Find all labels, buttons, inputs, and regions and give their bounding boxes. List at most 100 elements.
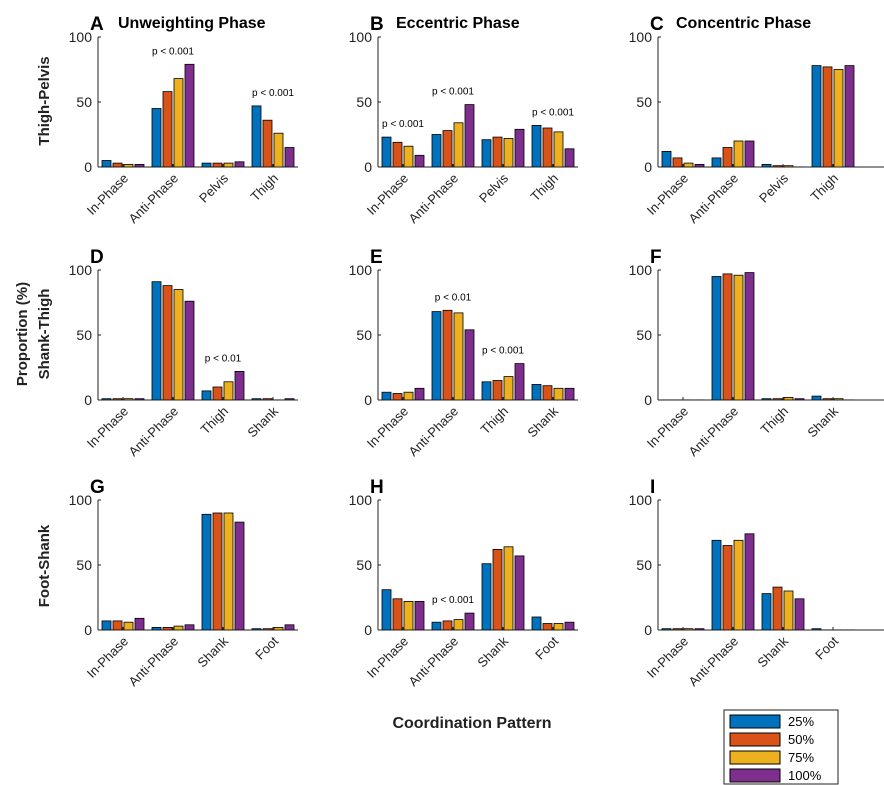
legend-swatch-100 [729,768,781,783]
bar-anti-phase-75pct [733,140,744,167]
bar-pelvis-75pct [783,165,794,167]
bar-anti-phase-50pct [162,627,173,630]
x-tick-label: Anti-Phase [406,404,462,460]
x-tick-label: Pelvis [196,170,231,205]
bar-shank-25pct [201,513,212,630]
y-tick-label: 100 [629,29,653,45]
legend: 25% 50% 75% 100% [723,709,839,785]
x-tick-label: Foot [812,633,841,662]
x-tick-label: In-Phase [364,404,411,451]
bar-thigh-50pct [542,127,553,167]
legend-swatch-75 [729,750,781,765]
bar-shank-50pct [212,512,223,630]
bars-group [381,309,575,400]
bar-in-phase-50pct [112,162,123,167]
bar-thigh-25pct [531,125,542,167]
bars-group [661,533,855,630]
bar-thigh-75pct [273,132,284,167]
y-tick-label: 50 [636,94,652,110]
x-tick-label: Shank [194,633,231,670]
bars-group [381,546,575,630]
bar-foot-100pct [284,624,295,630]
x-tick-label: Shank [524,403,561,440]
y-tick-label: 100 [349,262,373,278]
bar-anti-phase-100pct [464,329,475,400]
panel-title: Eccentric Phase [396,15,520,32]
bar-in-phase-25pct [381,136,392,167]
bar-foot-75pct [553,623,564,630]
bar-thigh-25pct [481,381,492,400]
bar-in-phase-25pct [101,398,112,400]
panel-letter: I [650,477,655,498]
bar-anti-phase-25pct [151,108,162,167]
x-tick-label: Shank [474,633,511,670]
bar-pelvis-75pct [503,137,514,167]
bar-shank-25pct [531,383,542,400]
bar-anti-phase-100pct [184,624,195,630]
x-tick-label: Anti-Phase [686,404,742,460]
x-tick-label: Foot [252,633,281,662]
x-tick-label: Shank [754,633,791,670]
bar-anti-phase-25pct [711,276,722,400]
bar-anti-phase-50pct [722,545,733,630]
bar-anti-phase-50pct [162,285,173,400]
y-tick-label: 0 [364,622,372,638]
row-label-shank-thigh: Shank-Thigh [36,289,53,380]
legend-label-75: 75% [788,750,814,765]
legend-label-100: 100% [788,768,822,783]
bar-shank-100pct [234,521,245,630]
significance-annotation: p < 0.001 [532,107,574,118]
bar-pelvis-25pct [761,163,772,167]
legend-label-50: 50% [788,732,814,747]
y-tick-label: 100 [69,29,93,45]
bar-anti-phase-75pct [173,625,184,630]
bar-anti-phase-75pct [453,619,464,630]
bar-thigh-75pct [783,396,794,400]
x-tick-label: In-Phase [644,404,691,451]
bar-anti-phase-25pct [151,627,162,630]
bar-shank-75pct [783,590,794,630]
bar-anti-phase-25pct [431,134,442,167]
y-tick-label: 100 [349,29,373,45]
bar-anti-phase-75pct [453,312,464,400]
bar-anti-phase-50pct [442,620,453,630]
x-tick-label: Anti-Phase [406,171,462,227]
x-tick-label: Anti-Phase [126,634,182,690]
significance-annotation: p < 0.001 [152,46,194,57]
bar-foot-25pct [531,616,542,630]
y-tick-label: 50 [636,327,652,343]
bar-shank-25pct [251,398,262,400]
bar-thigh-50pct [262,119,273,167]
bar-anti-phase-25pct [151,281,162,400]
y-tick-label: 100 [629,262,653,278]
bar-pelvis-100pct [234,161,245,167]
bar-shank-75pct [833,398,844,400]
bar-in-phase-25pct [661,150,672,167]
x-tick-label: Thigh [248,171,282,205]
bar-shank-75pct [223,512,234,630]
y-tick-label: 50 [356,327,372,343]
bar-pelvis-50pct [212,162,223,167]
bar-shank-100pct [794,598,805,630]
x-axis-label: Coordination Pattern [392,715,551,732]
bar-foot-100pct [564,621,575,630]
bar-in-phase-75pct [123,398,134,400]
bar-thigh-75pct [553,131,564,167]
bar-in-phase-100pct [414,601,425,630]
bar-thigh-25pct [201,390,212,400]
bar-in-phase-25pct [381,589,392,630]
bar-thigh-100pct [564,148,575,167]
x-tick-label: In-Phase [644,171,691,218]
bar-in-phase-75pct [123,163,134,167]
bar-pelvis-50pct [772,165,783,167]
bar-pelvis-50pct [492,136,503,167]
x-tick-label: Shank [244,403,281,440]
bar-anti-phase-25pct [431,311,442,400]
x-tick-label: Thigh [198,404,232,438]
y-tick-label: 0 [84,392,92,408]
bar-anti-phase-50pct [162,91,173,167]
y-tick-label: 100 [69,262,93,278]
